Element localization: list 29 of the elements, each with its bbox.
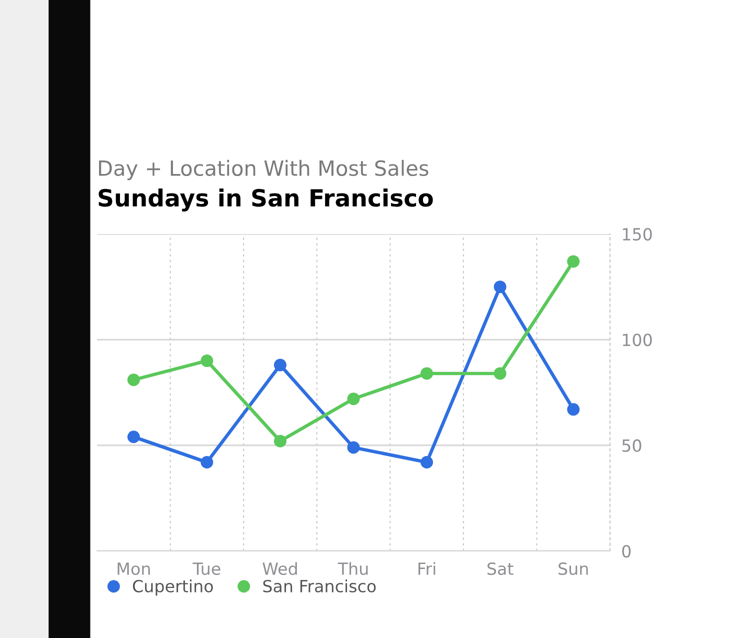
chart-subtitle: Day + Location With Most Sales [99, 160, 428, 180]
point [420, 456, 434, 468]
point [274, 434, 286, 448]
chart-title: Sundays in San Francisco [98, 188, 433, 212]
x-tick-label: Thu [338, 562, 368, 576]
point [567, 255, 580, 268]
x-tick-label: Sat [488, 562, 514, 576]
point [494, 280, 506, 294]
point [420, 367, 434, 380]
x-tick-label: Fri [418, 562, 436, 575]
point [494, 367, 506, 380]
legend-label: Cupertino [132, 580, 213, 596]
point [347, 392, 360, 406]
x-tick-label: Tue [192, 562, 220, 576]
point [127, 430, 140, 444]
point [347, 441, 360, 454]
point [200, 354, 214, 368]
point [567, 403, 580, 416]
y-tick-label: 100 [622, 334, 652, 346]
x-tick-label: Mon [118, 562, 150, 576]
point [200, 456, 214, 468]
point [274, 358, 286, 372]
x-tick-label: Sun [558, 562, 588, 576]
y-tick-label: 0 [622, 544, 631, 558]
point [127, 374, 140, 386]
x-tick-label: Wed [262, 562, 297, 576]
legend-label: San Francisco [263, 580, 376, 592]
y-tick-label: 150 [622, 228, 652, 241]
y-tick-label: 50 [622, 439, 642, 452]
